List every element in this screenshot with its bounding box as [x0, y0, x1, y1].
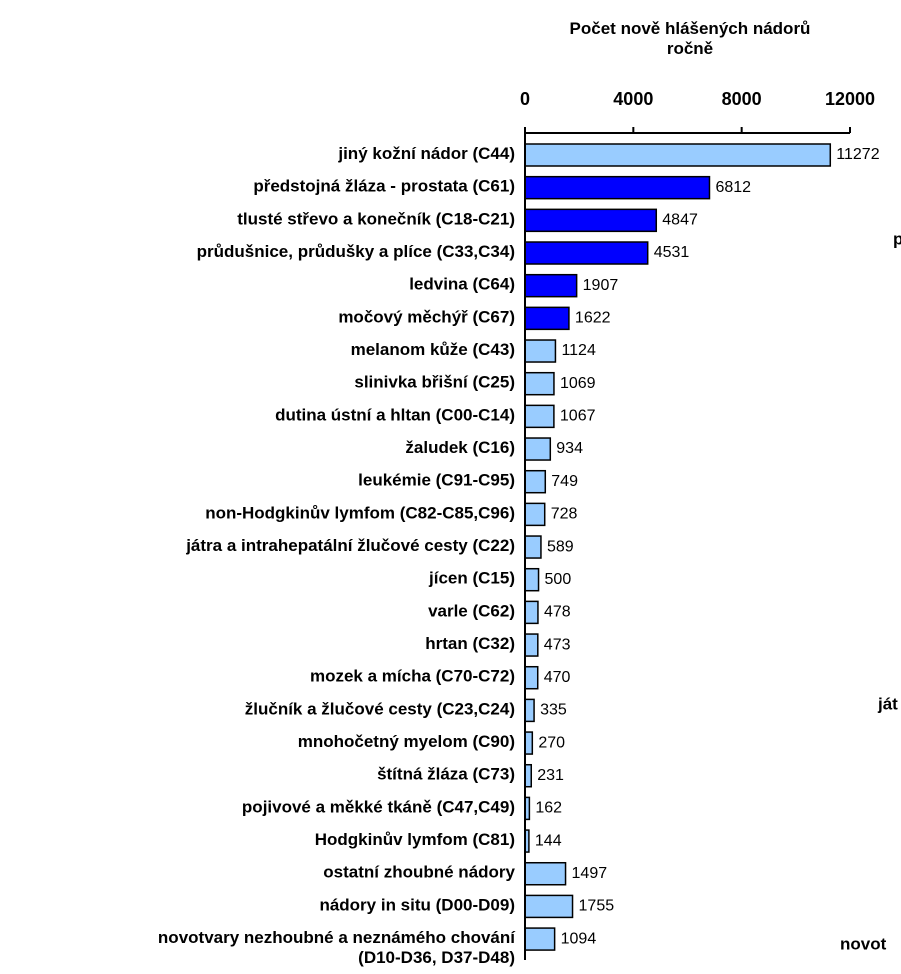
bar: [524, 143, 832, 167]
category-label: hrtan (C32): [425, 635, 515, 654]
category-label: tlusté střevo a konečník (C18-C21): [237, 210, 515, 229]
category-label: mnohočetný myelom (C90): [298, 733, 515, 752]
value-label: 1069: [560, 375, 596, 392]
bar: [524, 437, 552, 461]
value-label: 478: [544, 604, 571, 621]
category-label: jiný kožní nádor (C44): [337, 144, 515, 163]
category-label: ledvina (C64): [409, 275, 515, 294]
value-label: 144: [535, 832, 562, 849]
value-label: 1067: [560, 408, 596, 425]
value-label: 473: [544, 636, 571, 653]
bar: [524, 633, 539, 657]
value-label: 934: [556, 440, 583, 457]
chart-title: Počet nově hlášených nádorů ročně: [570, 19, 811, 58]
category-label: štítná žláza (C73): [377, 765, 515, 784]
value-label: 335: [540, 702, 567, 719]
value-label: 749: [551, 473, 578, 490]
bar: [524, 339, 557, 363]
value-label: 470: [544, 669, 571, 686]
bar: [524, 665, 539, 690]
value-label: 270: [538, 734, 565, 751]
bar: [524, 371, 555, 396]
bar: [524, 502, 546, 527]
annotation: ját: [877, 694, 898, 713]
x-tick-label: 8000: [722, 89, 762, 109]
category-label: novotvary nezhoubné a neznámého chování(…: [158, 929, 516, 968]
category-label: melanom kůže (C43): [351, 341, 515, 360]
category-label: žlučník a žlučové cesty (C23,C24): [245, 700, 515, 719]
bar: [524, 175, 711, 200]
category-label: non-Hodgkinův lymfom (C82-C85,C96): [205, 504, 515, 523]
bar: [524, 567, 540, 592]
value-label: 728: [551, 506, 578, 523]
category-label: ostatní zhoubné nádory: [323, 863, 515, 882]
x-tick-label: 0: [520, 89, 530, 109]
value-label: 1755: [579, 898, 615, 915]
bar: [524, 208, 658, 233]
category-label: močový měchýř (C67): [338, 308, 515, 327]
bar: [524, 404, 555, 429]
value-label: 4847: [662, 212, 698, 229]
value-label: 500: [545, 571, 572, 588]
value-label: 4531: [654, 244, 690, 261]
category-label: varle (C62): [428, 602, 515, 621]
value-label: 11272: [836, 146, 879, 163]
bar: [524, 600, 539, 625]
value-label: 1622: [575, 310, 611, 327]
category-label: dutina ústní a hltan (C00-C14): [275, 406, 515, 425]
category-label: nádory in situ (D00-D09): [319, 896, 515, 915]
x-tick-label: 12000: [825, 89, 875, 109]
bar: [524, 894, 574, 919]
bar: [524, 306, 570, 331]
bar: [524, 927, 556, 951]
category-label: játra a intrahepatální žlučové cesty (C2…: [185, 537, 515, 556]
category-label: průdušnice, průdušky a plíce (C33,C34): [197, 242, 515, 261]
annotation: p: [893, 229, 901, 248]
bar: [524, 731, 534, 755]
value-label: 6812: [715, 179, 751, 196]
bar: [524, 535, 542, 559]
category-label: Hodgkinův lymfom (C81): [315, 831, 515, 850]
category-label: žaludek (C16): [405, 439, 515, 458]
bar: [524, 241, 649, 265]
bar: [524, 273, 578, 298]
value-label: 1907: [583, 277, 619, 294]
category-label: mozek a mícha (C70-C72): [310, 667, 515, 686]
value-label: 231: [537, 767, 564, 784]
value-label: 1497: [572, 865, 608, 882]
value-label: 162: [535, 800, 562, 817]
category-label: jícen (C15): [428, 569, 515, 588]
annotation: novot: [840, 934, 887, 953]
category-label: pojivové a měkké tkáně (C47,C49): [242, 798, 515, 817]
bar: [524, 698, 535, 723]
category-label: předstojná žláza - prostata (C61): [253, 177, 515, 196]
category-label: slinivka břišní (C25): [354, 373, 515, 392]
bar: [524, 861, 567, 886]
value-label: 589: [547, 538, 574, 555]
value-label: 1094: [561, 930, 597, 947]
value-label: 1124: [561, 342, 596, 359]
category-label: leukémie (C91-C95): [358, 471, 515, 490]
x-tick-label: 4000: [613, 89, 653, 109]
bar: [524, 469, 547, 494]
